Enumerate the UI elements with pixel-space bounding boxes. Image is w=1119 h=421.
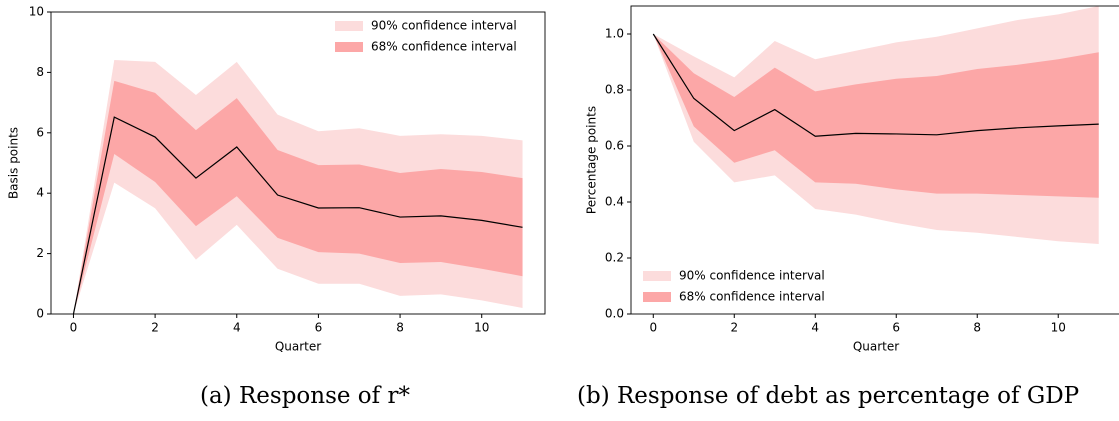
axes-frame [630, 5, 1119, 315]
legend-swatch [335, 21, 363, 31]
legend-label: 90% confidence interval [371, 19, 517, 33]
response-line [72, 116, 523, 314]
y-tick-label: 0.2 [605, 251, 624, 265]
x-tick-label: 4 [811, 321, 819, 335]
confidence-band [653, 34, 1099, 198]
x-tick-label: 8 [973, 321, 981, 335]
y-tick-label: 0 [36, 307, 44, 321]
x-axis-label: Quarter [275, 340, 321, 354]
y-tick-label: 0.6 [605, 139, 624, 153]
y-tick-label: 2 [36, 246, 44, 260]
y-tick-label: 10 [29, 5, 44, 19]
legend-label: 90% confidence interval [679, 269, 825, 283]
response-line [652, 33, 1099, 137]
y-tick-label: 4 [36, 186, 44, 200]
legend-swatch [643, 271, 671, 281]
x-tick-label: 2 [151, 321, 159, 335]
y-tick-label: 0.4 [605, 195, 624, 209]
x-tick-label: 2 [730, 321, 738, 335]
axes-frame [50, 11, 546, 315]
x-tick-label: 10 [1051, 321, 1066, 335]
y-tick-label: 0.0 [605, 307, 624, 321]
legend-swatch [643, 292, 671, 302]
x-tick-label: 6 [892, 321, 900, 335]
x-tick-label: 6 [315, 321, 323, 335]
x-tick-label: 0 [70, 321, 78, 335]
y-tick-label: 1.0 [605, 27, 624, 41]
y-tick-label: 8 [36, 65, 44, 79]
caption: (a) Response of r* [200, 383, 410, 409]
legend-label: 68% confidence interval [371, 40, 517, 54]
x-tick-label: 4 [233, 321, 241, 335]
caption: (b) Response of debt as percentage of GD… [577, 383, 1079, 409]
y-axis-label: Percentage points [585, 106, 599, 214]
x-tick-label: 8 [396, 321, 404, 335]
plot-area [652, 6, 1099, 244]
y-axis-label: Basis points [7, 127, 21, 199]
y-tick-label: 0.8 [605, 83, 624, 97]
legend-swatch [335, 42, 363, 52]
x-tick-label: 0 [649, 321, 657, 335]
confidence-band [73, 80, 523, 314]
x-axis-label: Quarter [853, 340, 899, 354]
x-tick-label: 10 [474, 321, 489, 335]
legend-label: 68% confidence interval [679, 290, 825, 304]
y-tick-label: 6 [36, 125, 44, 139]
plot-area [72, 60, 523, 314]
